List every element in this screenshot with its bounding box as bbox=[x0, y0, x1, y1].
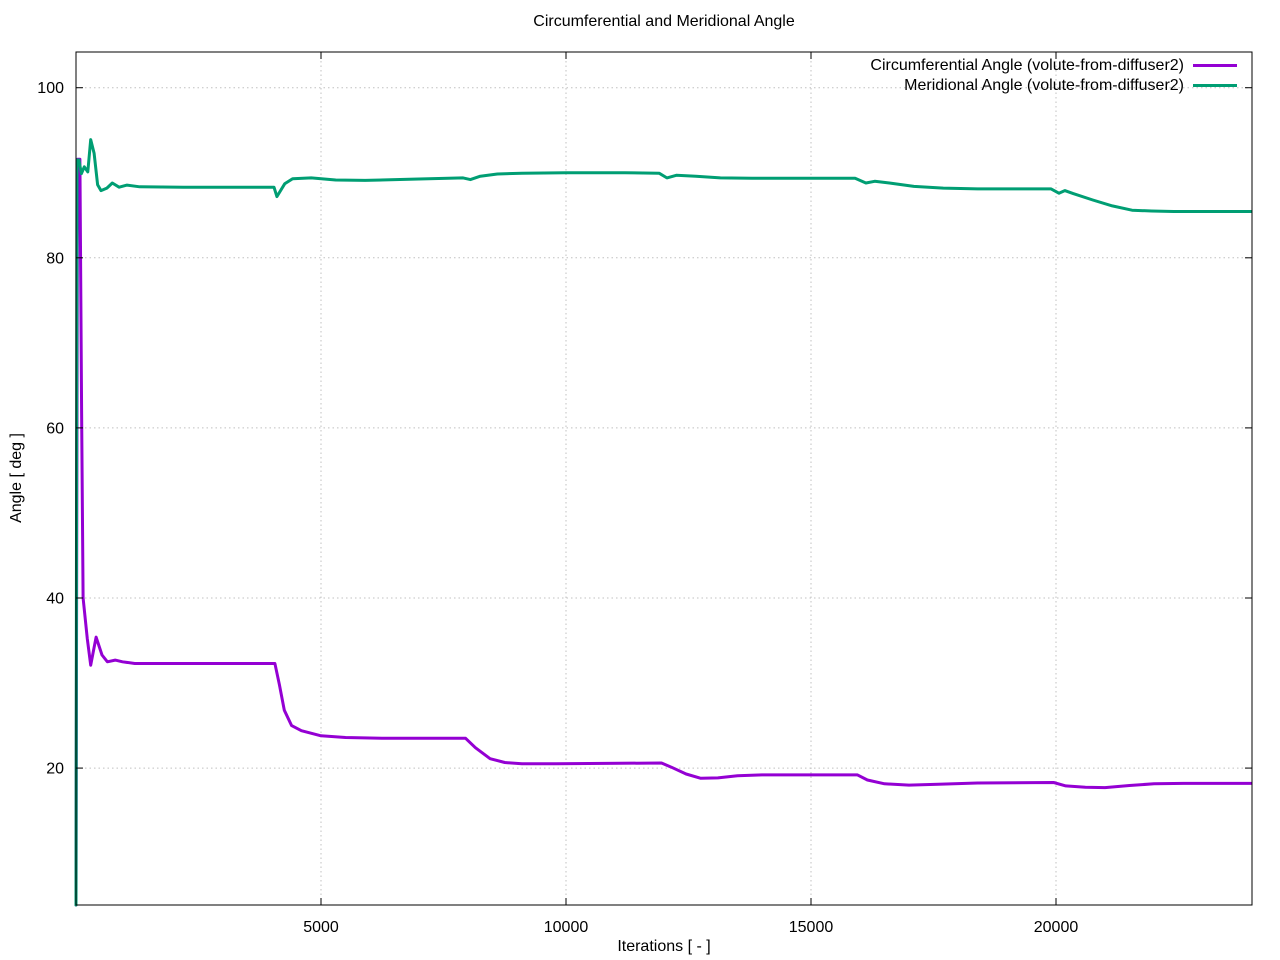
x-tick-label: 5000 bbox=[303, 919, 339, 936]
y-axis-label: Angle [ deg ] bbox=[8, 433, 25, 523]
legend-swatch-meridional-icon bbox=[1193, 84, 1237, 87]
x-tick-label: 20000 bbox=[1034, 919, 1079, 936]
series-line-1 bbox=[74, 138, 1253, 907]
plot-border bbox=[75, 51, 1253, 906]
legend-item: Meridional Angle (volute-from-diffuser2) bbox=[904, 76, 1237, 95]
legend-label-meridional: Meridional Angle (volute-from-diffuser2) bbox=[904, 76, 1184, 94]
legend-item: Circumferential Angle (volute-from-diffu… bbox=[870, 56, 1237, 75]
legend: Circumferential Angle (volute-from-diffu… bbox=[870, 56, 1237, 95]
y-tick-label: 20 bbox=[46, 761, 64, 778]
y-tick-label: 100 bbox=[37, 80, 64, 97]
chart-title: Circumferential and Meridional Angle bbox=[533, 13, 795, 30]
y-tick-label: 40 bbox=[46, 590, 64, 607]
y-tick-label: 80 bbox=[46, 250, 64, 267]
y-tick-label: 60 bbox=[46, 420, 64, 437]
legend-swatch-circumferential-icon bbox=[1193, 64, 1237, 67]
legend-label-circumferential: Circumferential Angle (volute-from-diffu… bbox=[870, 56, 1184, 74]
x-axis-label: Iterations [ - ] bbox=[617, 938, 711, 955]
series-line-0 bbox=[74, 157, 1253, 907]
x-tick-label: 10000 bbox=[544, 919, 589, 936]
x-tick-label: 15000 bbox=[789, 919, 834, 936]
